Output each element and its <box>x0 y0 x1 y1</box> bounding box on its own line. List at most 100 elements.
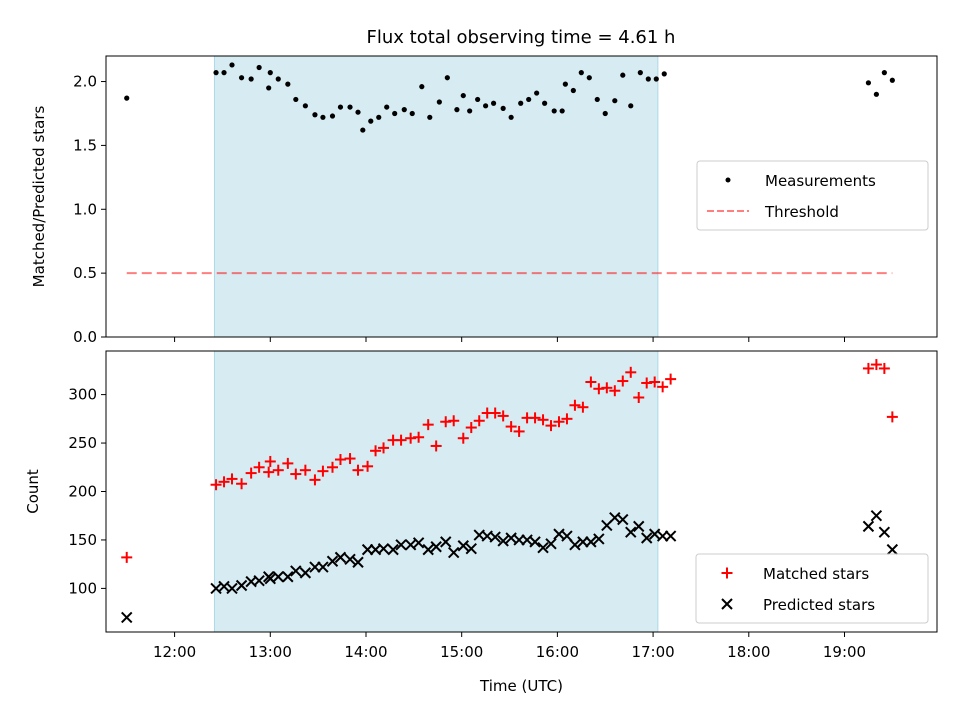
matched-star-point <box>290 468 302 480</box>
measurement-point <box>401 107 407 113</box>
matched-star-point <box>370 445 382 457</box>
measurement-point <box>427 114 433 120</box>
predicted-star-point <box>377 542 390 555</box>
measurement-point <box>602 110 608 117</box>
measurement-point <box>865 80 872 86</box>
measurement-point <box>293 96 299 103</box>
top-y-axis-label: Matched/Predicted stars <box>30 106 48 288</box>
legend-matched-stars-label: Matched stars <box>763 565 869 583</box>
matched-star-point <box>282 457 294 469</box>
matched-star-point <box>870 359 882 371</box>
predicted-star-point <box>625 526 637 538</box>
measurement-point <box>454 107 460 113</box>
measurement-point <box>873 91 879 97</box>
measurement-point <box>612 98 618 104</box>
matched-star-point <box>226 473 238 485</box>
predicted-star-point <box>489 531 501 543</box>
matched-star-point <box>545 420 557 432</box>
predicted-star-point <box>862 520 875 533</box>
predicted-star-point <box>585 536 597 548</box>
bottom-y-tick-label: 150 <box>68 531 97 549</box>
measurement-point <box>490 100 497 106</box>
measurement-point <box>248 76 254 82</box>
measurement-point <box>267 70 273 76</box>
matched-star-point <box>878 362 890 374</box>
measurement-point <box>500 105 506 111</box>
measurement-point <box>483 103 489 109</box>
top-y-tick-label: 0.0 <box>73 328 97 346</box>
matched-star-point <box>362 460 374 472</box>
legend-predicted-stars-label: Predicted stars <box>763 596 875 614</box>
matched-star-point <box>609 385 621 397</box>
matched-star-point <box>561 413 573 425</box>
matched-star-point <box>585 376 597 388</box>
predicted-star-point <box>317 561 329 573</box>
x-tick-label: 12:00 <box>153 643 196 661</box>
measurement-point <box>347 104 353 110</box>
legend-measurements-marker <box>725 177 731 183</box>
predicted-star-point <box>253 574 265 587</box>
bottom-y-axis-label: Count <box>24 469 42 514</box>
predicted-star-point <box>457 540 469 552</box>
matched-star-point <box>625 366 637 378</box>
legend-x-glyph <box>721 598 733 610</box>
matched-star-point <box>352 464 364 476</box>
matched-star-point <box>378 442 390 454</box>
x-tick-label: 16:00 <box>536 643 579 661</box>
measurement-point <box>661 71 667 77</box>
matched-star-point <box>422 419 434 431</box>
predicted-star-point <box>282 571 294 583</box>
predicted-star-point <box>878 526 891 538</box>
measurement-point <box>285 81 291 87</box>
matched-star-point <box>665 373 677 385</box>
measurement-point <box>653 76 659 82</box>
matched-star-point <box>553 416 565 428</box>
matched-star-point <box>457 432 469 444</box>
matched-star-point <box>413 431 425 443</box>
legend-plus-glyph <box>721 567 733 579</box>
matched-star-point <box>862 362 874 374</box>
measurement-point <box>360 127 366 133</box>
measurement-point <box>409 110 415 117</box>
top-y-tick-label: 1.0 <box>73 200 97 218</box>
measurement-point <box>628 103 634 109</box>
measurement-point <box>444 75 450 81</box>
predicted-star-point <box>465 542 477 555</box>
predicted-star-point <box>344 553 356 566</box>
matched-star-point <box>529 412 541 424</box>
matched-star-point <box>309 474 321 486</box>
matched-star-point <box>649 376 661 388</box>
predicted-star-point <box>395 539 407 551</box>
bottom-observing-window-shade <box>213 350 659 633</box>
matched-star-point <box>236 478 248 490</box>
predicted-star-point <box>290 565 302 577</box>
matched-star-point <box>395 434 407 446</box>
matched-star-point <box>210 479 222 491</box>
chart-title: Flux total observing time = 4.61 h <box>367 27 676 48</box>
matched-star-point <box>473 415 485 427</box>
predicted-star-point <box>387 543 399 556</box>
bottom-y-tick-label: 300 <box>68 386 97 404</box>
matched-star-point <box>657 381 669 393</box>
matched-star-point <box>263 466 275 478</box>
matched-star-point <box>245 467 257 479</box>
matched-star-point <box>344 453 356 465</box>
measurement-point <box>562 81 568 87</box>
predicted-star-point <box>430 541 442 553</box>
measurement-point <box>526 96 532 103</box>
measurement-point <box>594 96 600 103</box>
predicted-star-point <box>561 530 573 542</box>
measurement-point <box>889 77 895 83</box>
predicted-star-point <box>529 536 541 548</box>
measurement-point <box>645 76 651 82</box>
measurement-point <box>570 87 576 94</box>
matched-star-point <box>577 401 589 413</box>
measurement-point <box>256 64 262 71</box>
matched-star-point <box>121 551 133 563</box>
measurement-point <box>312 112 318 118</box>
matched-star-point <box>497 410 509 422</box>
predicted-star-point <box>440 536 452 548</box>
matched-star-point <box>430 440 442 452</box>
x-tick-label: 15:00 <box>440 643 483 661</box>
